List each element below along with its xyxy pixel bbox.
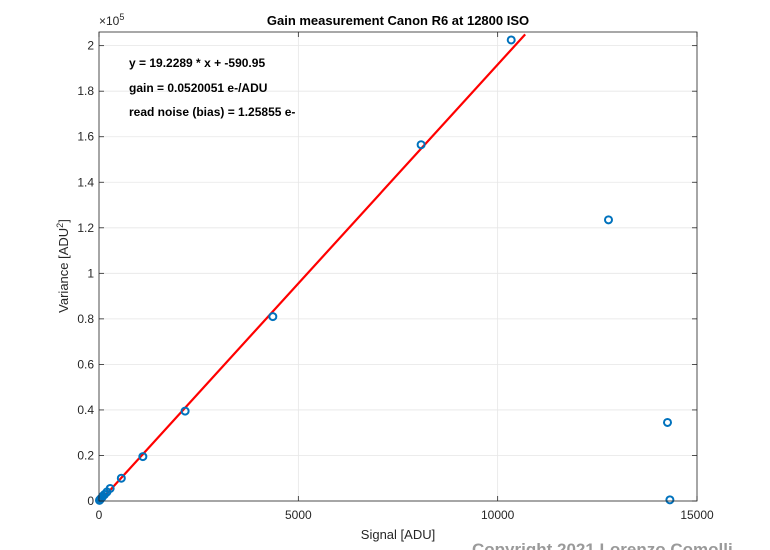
y-tick-label: 1.6 [77, 130, 94, 144]
fit-line-layer [99, 33, 526, 502]
y-axis-label: Variance [ADU2] [55, 219, 71, 313]
y-tick-label: 1.4 [77, 175, 94, 189]
read-noise-value: read noise (bias) = 1.25855 e- [129, 105, 295, 119]
y-tick-label: 1.8 [77, 84, 94, 98]
y-tick-label: 0.6 [77, 357, 94, 371]
y-tick-label: 0.2 [77, 448, 94, 462]
fit-equation: y = 19.2289 * x + -590.95 [129, 56, 265, 70]
y-tick-label: 1.2 [77, 221, 94, 235]
data-point [506, 35, 516, 45]
data-point [180, 406, 190, 416]
data-point [662, 417, 672, 427]
y-tick-label: 1 [87, 266, 94, 280]
x-tick-label: 10000 [481, 508, 515, 522]
data-point [665, 495, 675, 505]
data-points [94, 35, 675, 505]
x-tick-label: 15000 [680, 508, 714, 522]
data-point [116, 473, 126, 483]
data-point [268, 312, 278, 322]
data-point [105, 483, 115, 493]
gain-value: gain = 0.0520051 e-/ADU [129, 81, 267, 95]
y-axis-label-close: ] [56, 219, 71, 223]
y-axis-exponent-prefix: ×10 [99, 14, 120, 28]
data-point [416, 140, 426, 150]
copyright-watermark: Copyright 2021 Lorenzo Comolli [472, 540, 733, 550]
y-axis-exponent-power: 5 [119, 12, 124, 22]
y-axis-label-sup: 2 [55, 223, 65, 228]
data-point [603, 215, 613, 225]
plot-frame [98, 31, 698, 502]
y-axis-label-main: Variance [ADU [56, 228, 71, 313]
y-tick-label: 2 [87, 39, 94, 53]
x-axis-label: Signal [ADU] [361, 527, 435, 542]
linear-fit-line [99, 33, 526, 502]
fit-annotations: y = 19.2289 * x + -590.95 gain = 0.05200… [129, 56, 295, 119]
y-tick-label: 0.4 [77, 403, 94, 417]
x-tick-label: 0 [96, 508, 103, 522]
chart-title: Gain measurement Canon R6 at 12800 ISO [267, 13, 529, 28]
grid-lines [98, 32, 698, 502]
y-tick-label: 0 [87, 494, 94, 508]
x-tick-label: 5000 [285, 508, 312, 522]
y-axis-exponent: ×105 [99, 12, 124, 28]
axis-ticks: 0 5000 10000 15000 0 0.2 0.4 0.6 0.8 1 1.2 1.4 1.6 1.… [77, 32, 714, 522]
y-tick-label: 0.8 [77, 312, 94, 326]
data-point [138, 452, 148, 462]
